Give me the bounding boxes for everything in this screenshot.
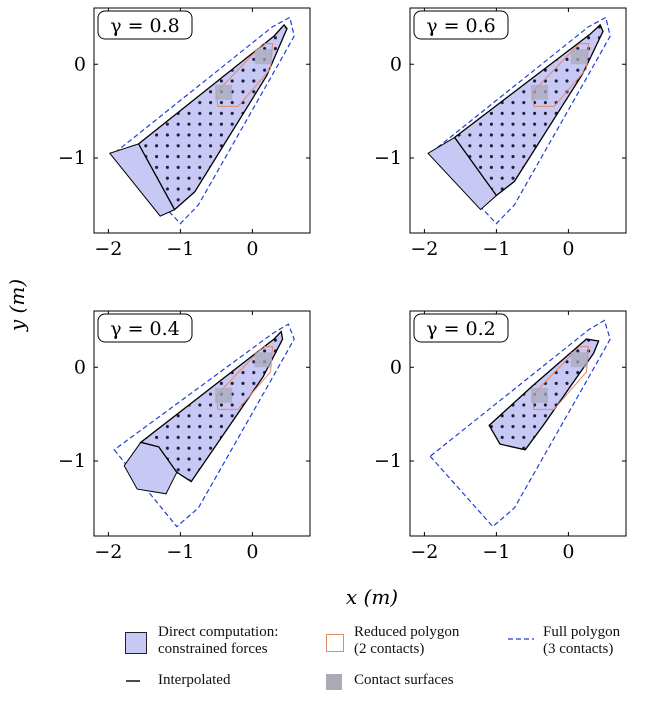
y-tick-label: −1 [58,147,86,169]
legend-direct-label: Direct computation: [158,624,279,640]
contact-surface-2 [254,49,272,65]
reduced-polygon [531,43,590,107]
legend-contact-label: Contact surfaces [354,672,454,688]
gamma-annotation-box [413,10,509,40]
x-tick-label: −1 [482,541,510,563]
interpolated-line [453,23,604,197]
interpolated-dots [454,24,603,196]
interpolated-dots [140,331,283,482]
axes-frame [93,310,311,537]
gamma-annotation: γ = 0.6 [426,15,496,37]
legend-contact-swatch [326,674,342,690]
legend: Direct computation: constrained forces R… [120,622,650,702]
gamma-annotation-box [97,313,193,343]
gamma-annotation: γ = 0.8 [110,15,180,37]
legend-reduced: Reduced polygon (2 contacts) [324,622,484,662]
legend-full: Full polygon (3 contacts) [508,622,648,662]
legend-reduced-label-2: (2 contacts) [354,641,425,657]
full-polygon [429,319,611,528]
legend-full-label-2: (3 contacts) [543,641,614,657]
legend-full-swatch [508,638,534,640]
gamma-annotation-box [97,10,193,40]
axes-frame [409,310,627,537]
figure: −2 −1 0 −1 0 γ = 0.8 −2 −1 0 −1 0 γ = 0.6 −2 −1 0 −1 0 γ … [5,7,627,609]
interpolated-line [137,23,288,211]
x-axis-label: x (m) [346,585,398,609]
y-axis-label: y (m) [5,279,29,332]
x-tick-label: −2 [94,541,122,563]
legend-reduced-label: Reduced polygon [354,624,460,640]
plot-area [108,16,295,225]
reduced-polygon [531,346,590,410]
legend-interpolated-label: Interpolated [158,672,231,688]
axes-frame [409,7,627,234]
full-polygon [113,16,295,225]
x-tick-label: −1 [166,238,194,260]
legend-direct-label-2: constrained forces [158,641,268,657]
full-polygon [113,323,295,528]
plot-area [427,16,611,225]
panel-gamma-02: −2 −1 0 −1 0 γ = 0.2 [374,310,627,563]
legend-direct-swatch [125,632,147,654]
y-tick-label: 0 [390,356,402,378]
x-tick-label: −1 [166,541,194,563]
gamma-annotation-box [413,313,509,343]
gamma-annotation: γ = 0.4 [110,318,180,340]
legend-interpolated: Interpolated [120,672,300,692]
y-tick-label: −1 [374,450,402,472]
x-tick-label: 0 [562,541,574,563]
y-tick-label: 0 [390,53,402,75]
contact-surface-2 [254,352,272,368]
legend-contact: Contact surfaces [324,672,524,692]
axes-frame [93,7,311,234]
x-tick-label: 0 [246,238,258,260]
contact-surface-1 [531,387,549,403]
y-tick-label: −1 [58,450,86,472]
panel-gamma-06: −2 −1 0 −1 0 γ = 0.6 [374,7,627,260]
y-tick-label: 0 [74,356,86,378]
full-polygon [429,16,611,225]
legend-direct: Direct computation: constrained forces [120,622,310,662]
x-tick-label: −1 [482,238,510,260]
interpolated-line [488,338,600,451]
x-tick-label: 0 [246,541,258,563]
panel-gamma-04: −2 −1 0 −1 0 γ = 0.4 [58,310,311,563]
x-tick-label: −2 [94,238,122,260]
panel-gamma-08: −2 −1 0 −1 0 γ = 0.8 [58,7,311,260]
contact-surface-1 [531,84,549,100]
interpolated-line [139,330,284,483]
legend-full-label: Full polygon [543,624,621,640]
y-tick-label: −1 [374,147,402,169]
y-tick-label: 0 [74,53,86,75]
plot-area [429,319,611,528]
reduced-polygon [215,43,274,107]
plot-area [113,323,295,528]
gamma-annotation: γ = 0.2 [426,318,496,340]
x-tick-label: −2 [410,238,438,260]
x-tick-label: 0 [562,238,574,260]
panels: −2 −1 0 −1 0 γ = 0.8 −2 −1 0 −1 0 γ = 0.6 −2 −1 0 −1 0 γ … [58,7,627,563]
reduced-polygon [215,346,274,410]
legend-interpolated-swatch [126,680,140,682]
interpolated-dots [138,24,287,210]
legend-reduced-swatch [326,634,344,652]
x-tick-label: −2 [410,541,438,563]
contact-surface-1 [215,84,233,100]
contact-surface-2 [570,49,588,65]
contact-surface-2 [570,352,588,368]
contact-surface-1 [215,387,233,403]
